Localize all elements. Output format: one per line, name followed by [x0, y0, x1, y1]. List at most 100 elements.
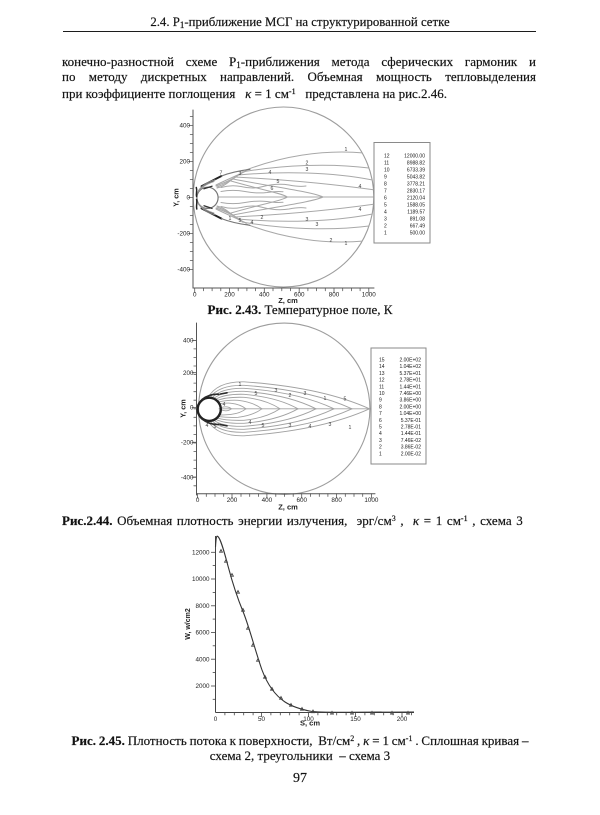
svg-text:4: 4 [359, 184, 362, 190]
svg-text:-200: -200 [177, 231, 190, 238]
svg-text:10000: 10000 [192, 576, 210, 583]
svg-text:4: 4 [309, 424, 312, 430]
svg-text:6733.39: 6733.39 [407, 168, 425, 174]
svg-text:-400: -400 [181, 474, 194, 481]
svg-text:S, cm: S, cm [300, 719, 320, 728]
svg-text:10: 10 [384, 168, 390, 174]
svg-text:1.04E+02: 1.04E+02 [399, 364, 421, 370]
svg-text:9: 9 [379, 398, 382, 404]
svg-text:2: 2 [306, 161, 309, 167]
svg-text:12: 12 [384, 154, 390, 160]
svg-text:14: 14 [379, 364, 385, 370]
svg-text:200: 200 [179, 159, 190, 166]
svg-text:0: 0 [186, 195, 190, 202]
svg-text:2.00E+00: 2.00E+00 [399, 404, 421, 410]
svg-text:7: 7 [379, 411, 382, 417]
svg-text:7: 7 [220, 171, 223, 177]
svg-text:5: 5 [255, 391, 258, 397]
svg-text:400: 400 [262, 497, 273, 504]
svg-text:5.37E+01: 5.37E+01 [399, 371, 421, 377]
svg-text:3: 3 [304, 391, 307, 397]
svg-text:2: 2 [289, 393, 292, 399]
svg-text:3.86E+00: 3.86E+00 [399, 398, 421, 404]
svg-text:3: 3 [289, 423, 292, 429]
svg-text:W, w/cm2: W, w/cm2 [185, 608, 192, 640]
svg-text:2.78E-01: 2.78E-01 [401, 425, 422, 431]
svg-text:8: 8 [384, 182, 387, 188]
svg-text:13: 13 [379, 371, 385, 377]
svg-text:1.44E+01: 1.44E+01 [399, 384, 421, 390]
svg-text:5: 5 [379, 425, 382, 431]
svg-text:150: 150 [350, 716, 361, 723]
svg-text:3: 3 [306, 167, 309, 173]
svg-text:12000: 12000 [192, 550, 210, 557]
svg-text:2: 2 [261, 215, 264, 221]
svg-text:200: 200 [227, 497, 238, 504]
svg-text:1: 1 [379, 451, 382, 457]
svg-text:5: 5 [239, 218, 242, 224]
svg-text:11: 11 [379, 384, 384, 390]
svg-text:3.86E-02: 3.86E-02 [401, 445, 422, 451]
svg-text:1.04E+00: 1.04E+00 [399, 411, 421, 417]
svg-text:1: 1 [229, 216, 232, 222]
svg-text:3: 3 [316, 222, 319, 228]
svg-text:0: 0 [196, 497, 200, 504]
svg-text:8: 8 [379, 404, 382, 410]
svg-text:1000: 1000 [364, 497, 379, 504]
svg-text:400: 400 [259, 292, 270, 299]
svg-text:4: 4 [206, 423, 209, 429]
svg-text:50: 50 [258, 716, 266, 723]
svg-text:-400: -400 [177, 267, 190, 274]
svg-text:3: 3 [275, 388, 278, 394]
svg-text:5.37E-01: 5.37E-01 [401, 418, 422, 424]
svg-text:3: 3 [384, 217, 387, 223]
svg-text:667.49: 667.49 [410, 224, 426, 230]
svg-text:4: 4 [251, 220, 254, 226]
svg-text:3: 3 [239, 171, 242, 177]
svg-text:5: 5 [214, 424, 217, 430]
svg-text:100: 100 [303, 716, 314, 723]
svg-text:5: 5 [384, 203, 387, 209]
svg-text:2: 2 [330, 238, 333, 244]
svg-text:800: 800 [331, 497, 342, 504]
svg-text:1: 1 [239, 382, 242, 388]
svg-text:500.00: 500.00 [410, 231, 426, 237]
svg-text:1588.05: 1588.05 [407, 203, 425, 209]
svg-text:11: 11 [384, 161, 389, 167]
svg-text:4: 4 [223, 402, 226, 408]
svg-text:3: 3 [329, 422, 332, 428]
svg-text:6000: 6000 [195, 630, 210, 637]
svg-text:15: 15 [379, 358, 385, 364]
svg-text:10: 10 [379, 391, 385, 397]
svg-text:7.46E-02: 7.46E-02 [401, 438, 422, 444]
svg-text:4: 4 [249, 420, 252, 426]
svg-text:12000.00: 12000.00 [404, 154, 425, 160]
svg-text:Y, cm: Y, cm [172, 188, 181, 206]
svg-text:12: 12 [379, 378, 385, 384]
svg-text:0: 0 [193, 292, 197, 299]
svg-text:2: 2 [379, 445, 382, 451]
svg-text:0: 0 [214, 716, 218, 723]
svg-text:400: 400 [183, 338, 194, 345]
svg-text:3: 3 [306, 217, 309, 223]
svg-text:Z, cm: Z, cm [278, 502, 298, 511]
svg-text:2000: 2000 [195, 683, 210, 690]
svg-text:9: 9 [384, 175, 387, 181]
svg-text:2120.04: 2120.04 [407, 196, 425, 202]
svg-text:5: 5 [344, 397, 347, 403]
svg-text:Z, cm: Z, cm [278, 296, 298, 305]
svg-text:2.78E+01: 2.78E+01 [399, 378, 421, 384]
svg-text:600: 600 [296, 497, 307, 504]
svg-text:5: 5 [262, 423, 265, 429]
svg-text:2.00E-02: 2.00E-02 [401, 451, 422, 457]
svg-text:200: 200 [224, 292, 235, 299]
svg-text:200: 200 [397, 716, 408, 723]
svg-text:1: 1 [384, 231, 387, 237]
svg-text:3: 3 [379, 438, 382, 444]
svg-text:1.44E-01: 1.44E-01 [401, 431, 422, 437]
svg-text:200: 200 [183, 370, 194, 377]
svg-text:2.00E+02: 2.00E+02 [399, 358, 421, 364]
svg-text:1: 1 [345, 147, 348, 153]
svg-text:400: 400 [179, 123, 190, 130]
svg-text:1189.57: 1189.57 [407, 210, 425, 216]
